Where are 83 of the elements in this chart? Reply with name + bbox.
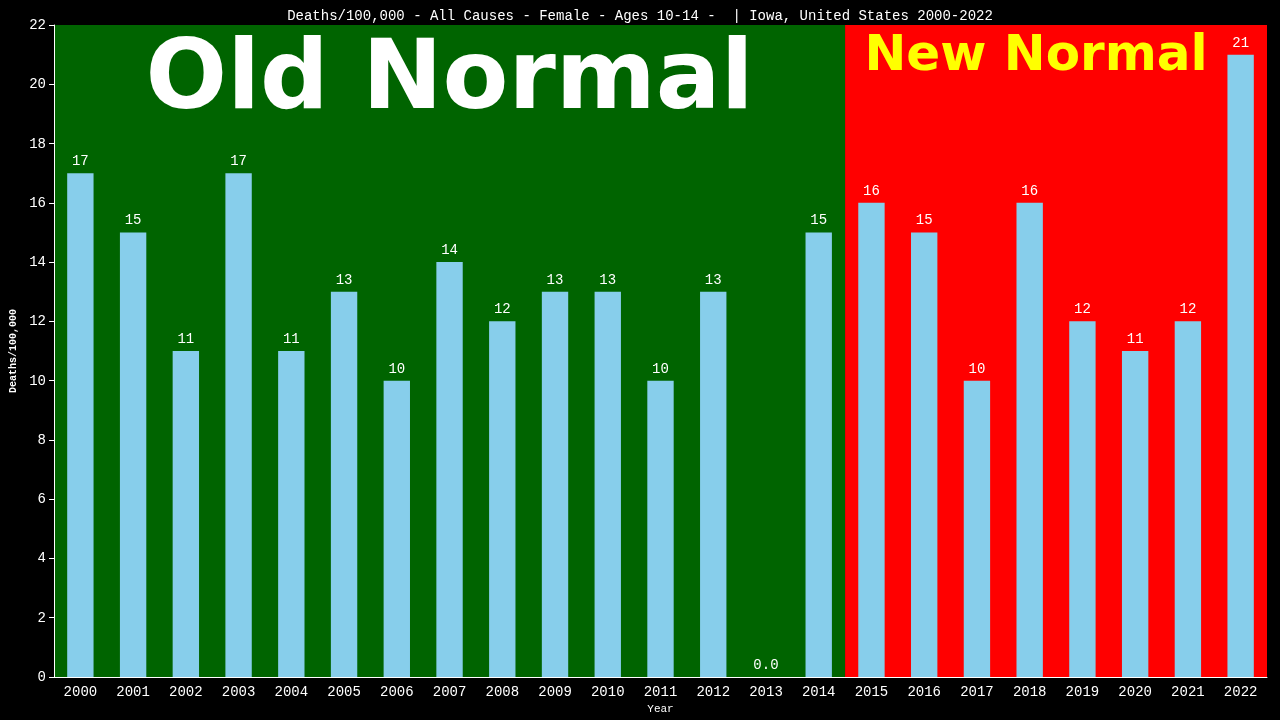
data-label: 14 xyxy=(441,242,458,259)
y-tick-label: 18 xyxy=(29,135,46,152)
data-label: 15 xyxy=(124,212,142,229)
bar xyxy=(805,232,832,677)
data-label: 15 xyxy=(810,212,828,229)
bar xyxy=(858,202,885,677)
y-tick-label: 10 xyxy=(29,372,46,389)
y-tick-label: 16 xyxy=(29,194,46,211)
x-tick-label: 2005 xyxy=(327,684,361,700)
bar xyxy=(172,351,200,677)
data-label: 11 xyxy=(177,331,195,347)
bar xyxy=(1174,321,1202,677)
data-label: 10 xyxy=(388,360,406,377)
data-label: 11 xyxy=(282,331,300,347)
x-tick-label: 2004 xyxy=(274,684,309,700)
bar xyxy=(330,291,358,677)
bar xyxy=(1069,321,1096,677)
data-label: 13 xyxy=(704,271,722,288)
y-tick-label: 2 xyxy=(37,609,46,626)
x-tick-label: 2009 xyxy=(538,684,572,700)
y-tick-label: 22 xyxy=(29,17,46,33)
bar xyxy=(700,291,727,677)
data-label: 10 xyxy=(968,360,986,377)
y-tick-label: 4 xyxy=(37,550,46,567)
x-tick-label: 2019 xyxy=(1065,684,1100,700)
bar xyxy=(119,232,147,677)
x-tick-label: 2022 xyxy=(1223,684,1258,700)
x-axis-title: Year xyxy=(647,703,674,716)
data-label: 17 xyxy=(71,153,89,170)
x-tick-label: 2008 xyxy=(485,684,520,700)
x-tick-label: 2010 xyxy=(590,684,625,700)
x-tick-label: 2001 xyxy=(116,684,150,700)
y-tick-label: 8 xyxy=(37,431,46,448)
x-tick-label: 2018 xyxy=(1012,684,1047,700)
bar xyxy=(436,262,463,677)
bar xyxy=(67,173,94,677)
x-tick-label: 2020 xyxy=(1118,684,1152,700)
bar xyxy=(541,291,569,677)
bar xyxy=(594,291,621,677)
data-label: 13 xyxy=(335,271,353,288)
bar xyxy=(1121,351,1149,677)
bar xyxy=(647,380,674,677)
x-tick-label: 2000 xyxy=(63,684,98,700)
data-label: 11 xyxy=(1126,331,1144,347)
x-tick-label: 2014 xyxy=(801,684,836,700)
data-label: 12 xyxy=(1179,301,1197,318)
x-tick-label: 2006 xyxy=(380,684,414,700)
x-tick-label: 2011 xyxy=(643,684,678,700)
bar xyxy=(1016,202,1043,677)
x-tick-label: 2013 xyxy=(749,684,783,700)
data-label: 13 xyxy=(599,271,617,288)
x-tick-label: 2015 xyxy=(854,684,889,700)
data-label: 16 xyxy=(1021,182,1039,199)
data-label: 16 xyxy=(863,182,880,199)
y-tick-label: 0 xyxy=(37,669,46,685)
data-label: 10 xyxy=(652,360,669,377)
x-tick-label: 2016 xyxy=(907,684,941,700)
bar xyxy=(489,321,516,677)
x-tick-label: 2021 xyxy=(1171,684,1205,700)
x-tick-label: 2017 xyxy=(960,684,994,700)
data-label: 0.0 xyxy=(753,657,779,673)
data-label: 21 xyxy=(1232,34,1250,51)
x-tick-label: 2007 xyxy=(432,684,467,700)
data-label: 12 xyxy=(1074,301,1091,318)
y-axis-title: Deaths/100,000 xyxy=(7,308,19,394)
data-label: 15 xyxy=(915,212,933,229)
band-label: New Normal xyxy=(864,24,1208,82)
x-tick-label: 2003 xyxy=(221,684,256,700)
bar xyxy=(383,380,410,677)
data-label: 17 xyxy=(230,153,247,170)
x-tick-label: 2012 xyxy=(696,684,731,700)
y-tick-label: 20 xyxy=(29,76,46,93)
x-tick-label: 2002 xyxy=(169,684,203,700)
y-tick-label: 6 xyxy=(37,491,46,508)
bar xyxy=(963,380,991,677)
bar xyxy=(278,351,305,677)
data-label: 13 xyxy=(546,271,564,288)
bar xyxy=(225,173,252,677)
data-label: 12 xyxy=(493,301,511,318)
bar xyxy=(1227,54,1254,677)
y-tick-label: 12 xyxy=(29,313,46,330)
y-tick-label: 14 xyxy=(29,254,46,271)
bar xyxy=(911,232,938,677)
